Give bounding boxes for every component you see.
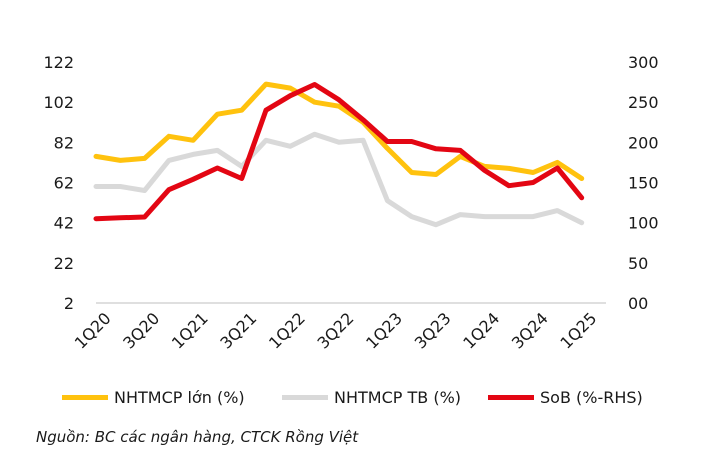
legend-label-sob: SoB (%-RHS) bbox=[540, 388, 643, 407]
right-axis-tick-label: 300 bbox=[628, 53, 659, 72]
right-axis-tick-label: 50 bbox=[628, 254, 648, 273]
x-axis-tick-label: 1Q20 bbox=[71, 309, 115, 353]
legend-label-nhtmcp-tb: NHTMCP TB (%) bbox=[334, 388, 462, 407]
series-line-2 bbox=[93, 82, 585, 222]
series-line-1 bbox=[93, 131, 585, 228]
x-axis-tick-label: 1Q25 bbox=[556, 309, 600, 353]
left-axis-tick-label: 2 bbox=[64, 294, 74, 313]
legend: NHTMCP lớn (%) NHTMCP TB (%) SoB (%-RHS) bbox=[0, 384, 722, 414]
x-axis-tick-label: 1Q22 bbox=[265, 309, 309, 353]
left-axis-tick-label: 22 bbox=[54, 254, 74, 273]
x-axis-tick-label: 3Q21 bbox=[216, 309, 260, 353]
x-axis-tick-label: 3Q23 bbox=[411, 309, 455, 353]
x-axis-tick-label: 1Q24 bbox=[459, 309, 503, 353]
legend-label-nhtmcp-lon: NHTMCP lớn (%) bbox=[114, 388, 245, 407]
source-note: Nguồn: BC các ngân hàng, CTCK Rồng Việt bbox=[36, 428, 359, 446]
x-axis-tick-label: 3Q22 bbox=[314, 309, 358, 353]
left-axis-tick-label: 62 bbox=[54, 174, 74, 193]
legend-swatch-nhtmcp-lon bbox=[62, 395, 108, 400]
x-axis-tick-label: 3Q20 bbox=[119, 309, 163, 353]
legend-swatch-sob bbox=[488, 395, 534, 400]
x-axis-tick-label: 1Q23 bbox=[362, 309, 406, 353]
right-axis-tick-label: 200 bbox=[628, 133, 659, 152]
left-axis-tick-label: 122 bbox=[43, 53, 74, 72]
right-axis-tick-label: 100 bbox=[628, 214, 659, 233]
legend-item-nhtmcp-tb: NHTMCP TB (%) bbox=[282, 388, 461, 407]
right-axis-tick-label: 00 bbox=[628, 294, 648, 313]
series-line-0 bbox=[93, 81, 585, 181]
right-axis-tick-label: 250 bbox=[628, 93, 659, 112]
left-axis-tick-label: 42 bbox=[54, 214, 74, 233]
right-axis-tick-label: 150 bbox=[628, 174, 659, 193]
x-axis-tick-label: 3Q24 bbox=[508, 309, 552, 353]
x-axis-tick-label: 1Q21 bbox=[168, 309, 212, 353]
left-axis-tick-label: 102 bbox=[43, 93, 74, 112]
legend-item-nhtmcp-lon: NHTMCP lớn (%) bbox=[62, 388, 245, 407]
legend-swatch-nhtmcp-tb bbox=[282, 395, 328, 400]
left-axis-tick-label: 82 bbox=[54, 133, 74, 152]
legend-item-sob: SoB (%-RHS) bbox=[488, 388, 643, 407]
